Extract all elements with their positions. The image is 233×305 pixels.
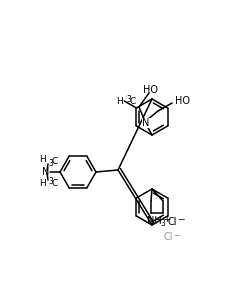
Text: NH: NH: [147, 216, 162, 226]
Text: Cl: Cl: [168, 217, 178, 227]
Text: C: C: [51, 156, 57, 166]
Text: −: −: [173, 231, 181, 239]
Text: HO: HO: [175, 96, 190, 106]
Text: C: C: [129, 98, 136, 106]
Text: H: H: [116, 98, 123, 106]
Text: 3: 3: [160, 218, 165, 228]
Text: −: −: [177, 214, 185, 224]
Text: 3: 3: [48, 159, 53, 167]
Text: +: +: [163, 214, 171, 224]
Text: H: H: [39, 156, 46, 164]
Text: N: N: [42, 167, 49, 177]
Text: N: N: [142, 118, 150, 128]
Text: 3: 3: [48, 177, 53, 185]
Text: HO: HO: [143, 85, 158, 95]
Text: Cl: Cl: [163, 232, 172, 242]
Text: C: C: [51, 178, 57, 188]
Text: 3: 3: [126, 95, 131, 105]
Text: H: H: [39, 180, 46, 188]
